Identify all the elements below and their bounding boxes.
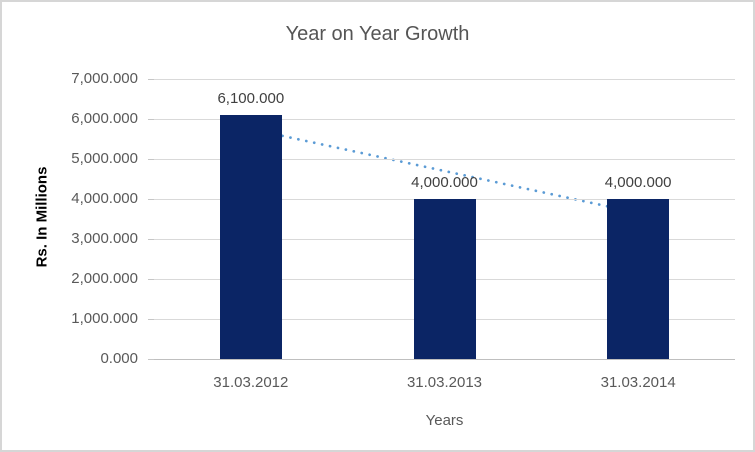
y-axis-tick bbox=[148, 319, 154, 320]
bar-31.03.2014[interactable] bbox=[607, 199, 670, 359]
y-axis-tick bbox=[148, 239, 154, 240]
y-tick-label: 4,000.000 bbox=[71, 190, 138, 207]
chart-title: Year on Year Growth bbox=[285, 23, 470, 45]
y-tick-label: 1,000.000 bbox=[71, 310, 138, 327]
x-tick-label: 31.03.2013 bbox=[406, 374, 483, 391]
x-axis-line bbox=[154, 359, 735, 360]
x-tick-label: 31.03.2014 bbox=[600, 374, 676, 391]
y-tick-label: 6,000.000 bbox=[71, 110, 138, 127]
x-tick-label: 31.03.2012 bbox=[213, 374, 289, 391]
y-tick-label: 2,000.000 bbox=[71, 270, 138, 287]
bar-data-label: 4,000.000 bbox=[604, 174, 672, 191]
bar-31.03.2013[interactable] bbox=[413, 199, 476, 359]
y-axis-tick bbox=[148, 199, 154, 200]
gridline bbox=[154, 159, 735, 160]
y-axis-tick bbox=[148, 79, 154, 80]
y-axis-tick bbox=[148, 359, 154, 360]
bar-data-label: 6,100.000 bbox=[217, 90, 285, 107]
bar-31.03.2012[interactable] bbox=[219, 115, 282, 359]
y-axis-title: Rs. In Millions bbox=[33, 166, 51, 268]
y-tick-label: 0.000 bbox=[100, 350, 138, 367]
gridline bbox=[154, 119, 735, 120]
y-tick-label: 5,000.000 bbox=[71, 150, 138, 167]
gridline bbox=[154, 79, 735, 80]
y-tick-label: 3,000.000 bbox=[71, 230, 138, 247]
bar-data-label: 4,000.000 bbox=[411, 174, 478, 191]
y-tick-label: 7,000.000 bbox=[71, 70, 138, 87]
y-axis-tick bbox=[148, 119, 154, 120]
x-axis-title: Years bbox=[425, 412, 464, 429]
y-axis-tick bbox=[148, 159, 154, 160]
y-axis-tick bbox=[148, 279, 154, 280]
